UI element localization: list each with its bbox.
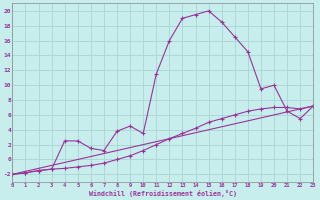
X-axis label: Windchill (Refroidissement éolien,°C): Windchill (Refroidissement éolien,°C): [89, 190, 237, 197]
